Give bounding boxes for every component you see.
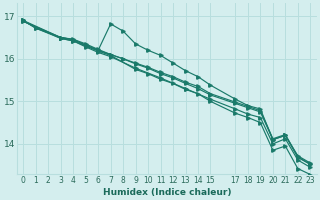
X-axis label: Humidex (Indice chaleur): Humidex (Indice chaleur) <box>102 188 231 197</box>
